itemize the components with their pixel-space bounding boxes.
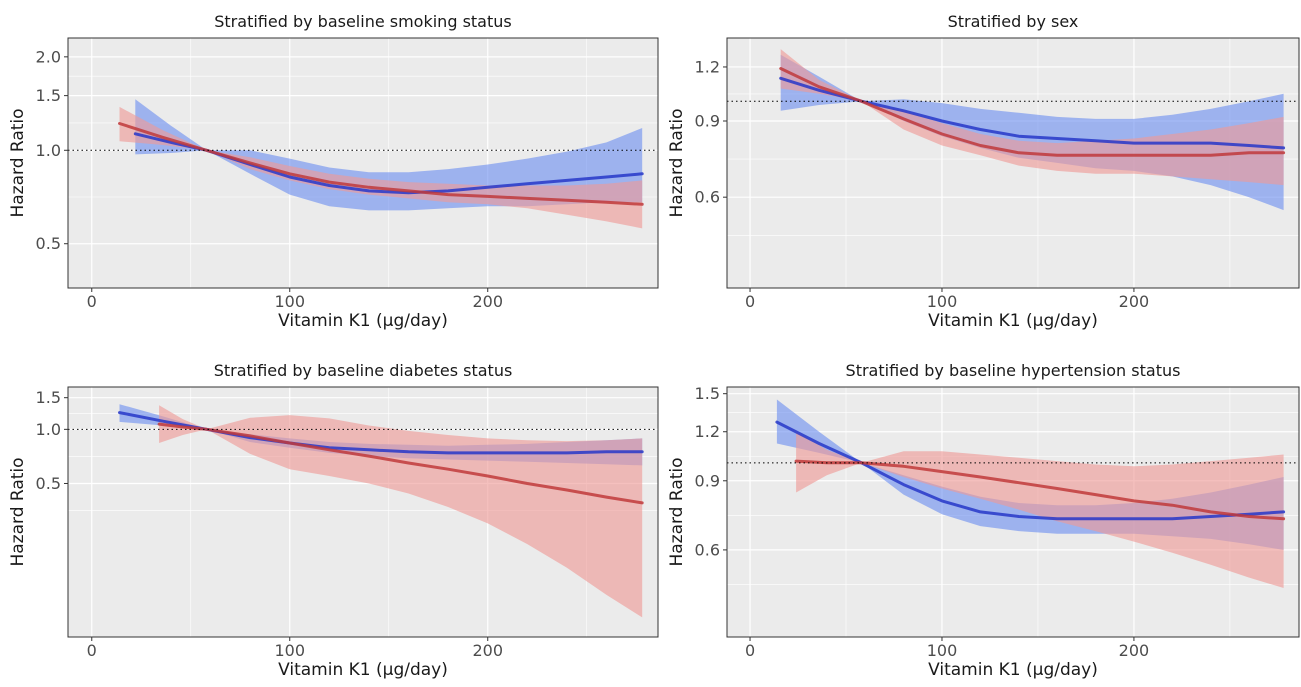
chart-panel-3: 0 100 200 0.5 1.0 1.5 Stratified by baseline d…: [8, 361, 659, 680]
y-tick-label: 1.2: [695, 422, 720, 441]
confidence-band-2: [796, 431, 1284, 588]
y-tick-label: 1.0: [36, 141, 61, 160]
y-tick-label: 1.5: [695, 384, 720, 403]
estimate-line-2: [779, 67, 1286, 157]
x-tick-label: 200: [472, 292, 503, 311]
x-tick-label: 0: [87, 641, 97, 660]
y-tick-label: 1.5: [36, 388, 61, 407]
y-axis-label: Hazard Ratio: [667, 457, 687, 566]
x-tick-label: 0: [745, 641, 755, 660]
y-tick-label: 0.5: [36, 234, 61, 253]
x-tick-label: 100: [927, 292, 958, 311]
x-tick-label: 200: [472, 641, 503, 660]
x-axis-label: Vitamin K1 (μg/day): [928, 311, 1098, 331]
x-tick-label: 200: [1119, 292, 1150, 311]
panel-border: [726, 37, 1300, 289]
y-tick-label: 0.6: [695, 540, 720, 559]
chart-panel-2: 0 100 200 0.6 0.9 1.2 Stratified by sex Vitamin…: [667, 12, 1300, 331]
confidence-band-2: [780, 49, 1284, 186]
y-axis-label: Hazard Ratio: [8, 457, 28, 566]
panel-border: [726, 386, 1300, 638]
panel-border: [67, 386, 659, 638]
estimate-line-1: [775, 420, 1286, 521]
panel-title: Stratified by baseline smoking status: [214, 12, 511, 31]
y-tick-label: 1.2: [695, 57, 720, 76]
estimate-line-2: [794, 459, 1286, 521]
y-tick-label: 0.6: [695, 188, 720, 207]
x-axis-label: Vitamin K1 (μg/day): [278, 311, 448, 331]
x-tick-label: 0: [745, 292, 755, 311]
confidence-band-1: [135, 99, 643, 211]
confidence-band-2: [159, 405, 643, 618]
estimate-line-2: [118, 122, 644, 206]
panel-title: Stratified by sex: [948, 12, 1079, 31]
x-tick-label: 100: [927, 641, 958, 660]
x-axis-label: Vitamin K1 (μg/day): [928, 660, 1098, 680]
y-tick-label: 2.0: [36, 47, 61, 66]
x-axis-label: Vitamin K1 (μg/day): [278, 660, 448, 680]
y-tick-label: 0.9: [695, 112, 720, 131]
estimate-line-2: [157, 422, 644, 505]
x-tick-label: 200: [1119, 641, 1150, 660]
panel-title: Stratified by baseline diabetes status: [214, 361, 513, 380]
y-axis-label: Hazard Ratio: [8, 108, 28, 217]
panel-title: Stratified by baseline hypertension stat…: [846, 361, 1181, 380]
x-tick-label: 100: [274, 292, 305, 311]
panel-border: [67, 37, 659, 289]
x-tick-label: 0: [87, 292, 97, 311]
chart-panel-4: 0 100 200 0.6 0.9 1.2 1.5 Stratified by baselin…: [667, 361, 1300, 680]
y-tick-label: 0.5: [36, 474, 61, 493]
y-tick-label: 0.9: [695, 471, 720, 490]
chart-panel-1: 0 100 200 0.5 1.0 1.5 2.0 Stratified by baselin…: [8, 12, 659, 331]
y-axis-label: Hazard Ratio: [667, 108, 687, 217]
y-tick-label: 1.5: [36, 86, 61, 105]
y-tick-label: 1.0: [36, 420, 61, 439]
x-tick-label: 100: [274, 641, 305, 660]
